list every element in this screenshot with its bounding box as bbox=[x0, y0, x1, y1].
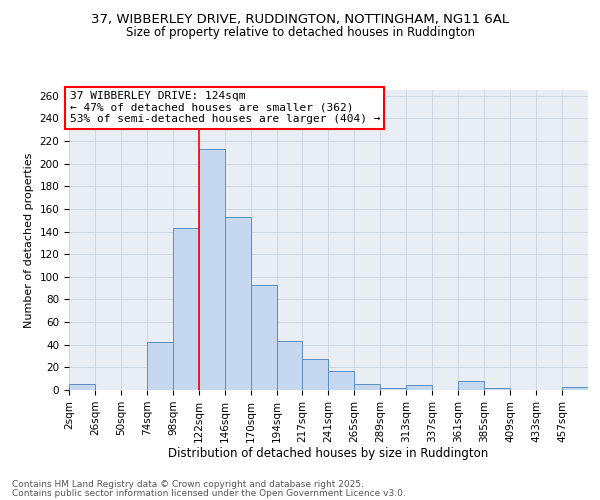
Y-axis label: Number of detached properties: Number of detached properties bbox=[24, 152, 34, 328]
Bar bbox=[199, 149, 225, 390]
Bar bbox=[380, 388, 406, 390]
Bar bbox=[302, 360, 328, 390]
Bar bbox=[147, 342, 173, 390]
Bar bbox=[406, 386, 432, 390]
Bar bbox=[562, 386, 588, 390]
Bar bbox=[277, 342, 302, 390]
Bar bbox=[458, 381, 484, 390]
Bar bbox=[225, 217, 251, 390]
Text: 37 WIBBERLEY DRIVE: 124sqm
← 47% of detached houses are smaller (362)
53% of sem: 37 WIBBERLEY DRIVE: 124sqm ← 47% of deta… bbox=[70, 91, 380, 124]
Bar bbox=[354, 384, 380, 390]
Text: Contains HM Land Registry data © Crown copyright and database right 2025.: Contains HM Land Registry data © Crown c… bbox=[12, 480, 364, 489]
Text: 37, WIBBERLEY DRIVE, RUDDINGTON, NOTTINGHAM, NG11 6AL: 37, WIBBERLEY DRIVE, RUDDINGTON, NOTTING… bbox=[91, 12, 509, 26]
X-axis label: Distribution of detached houses by size in Ruddington: Distribution of detached houses by size … bbox=[169, 448, 488, 460]
Bar bbox=[69, 384, 95, 390]
Text: Contains public sector information licensed under the Open Government Licence v3: Contains public sector information licen… bbox=[12, 488, 406, 498]
Bar bbox=[328, 371, 354, 390]
Text: Size of property relative to detached houses in Ruddington: Size of property relative to detached ho… bbox=[125, 26, 475, 39]
Bar bbox=[484, 388, 510, 390]
Bar bbox=[173, 228, 199, 390]
Bar bbox=[251, 284, 277, 390]
